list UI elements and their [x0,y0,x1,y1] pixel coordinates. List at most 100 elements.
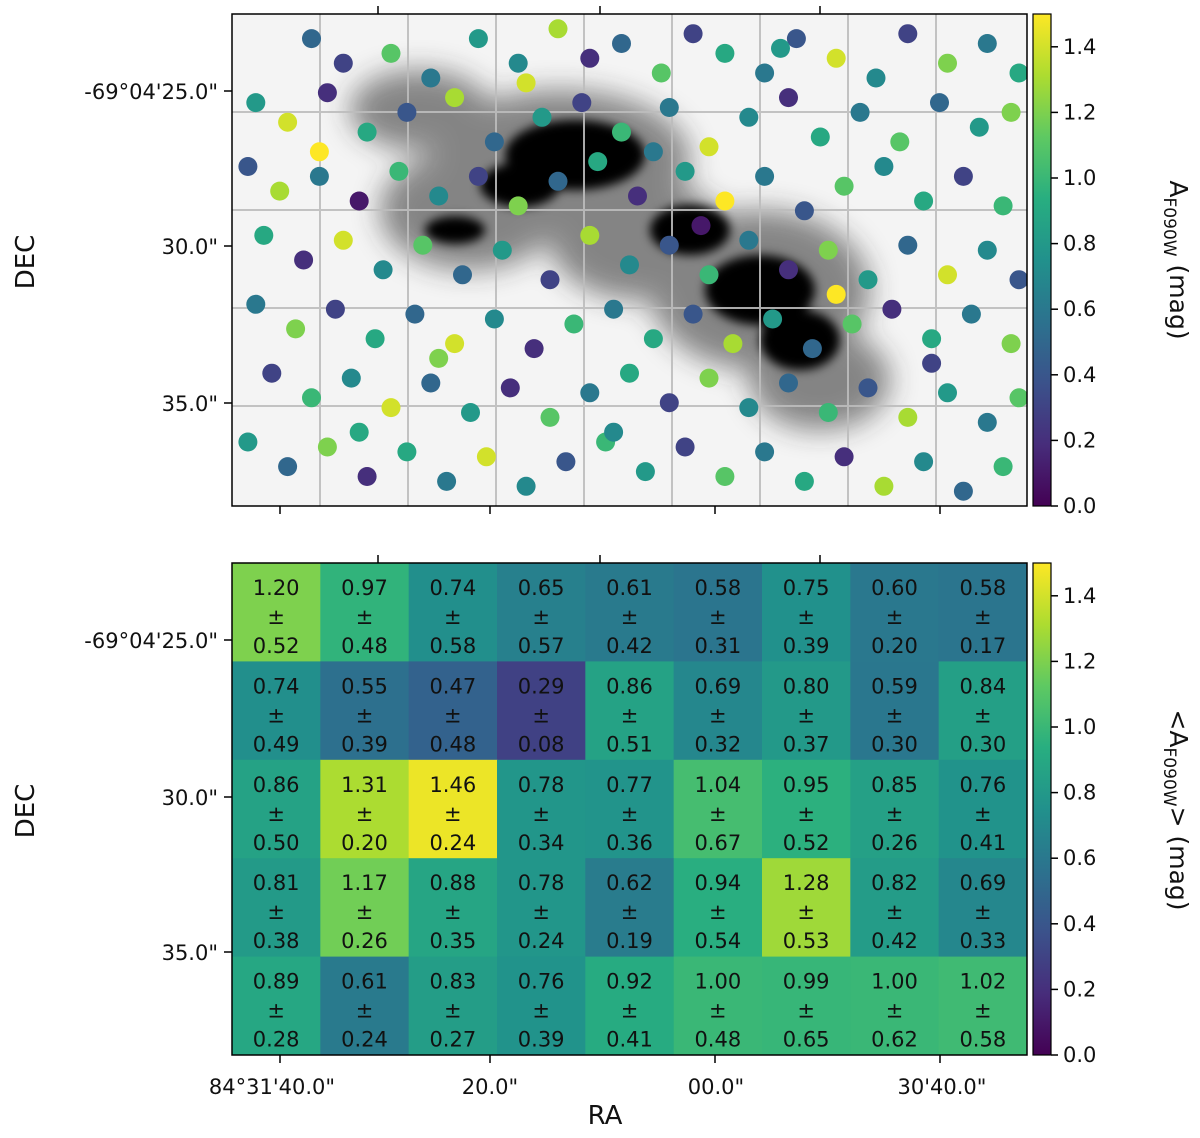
heatmap-cell-pm: ± [709,802,727,826]
heatmap-cell-value: 0.29 [518,674,565,698]
heatmap-cell-value: 0.59 [871,674,918,698]
scatter-point [810,127,830,147]
scatter-point [874,157,894,176]
heatmap-cell [232,759,321,859]
scatter-point [914,452,934,472]
scatter-point [445,88,465,108]
heatmap-cell-value: 1.00 [871,970,918,994]
heatmap-cell [762,563,851,662]
scatter-point [508,196,528,216]
heatmap-cell-error: 0.32 [694,732,741,756]
scatter-point [540,270,560,290]
bottom-colorbar-label-main: <A [1164,709,1193,747]
scatter-point [802,339,822,359]
scatter-point [246,294,266,314]
scatter-point [675,161,695,181]
scatter-point [699,265,719,285]
heatmap-cell [673,858,763,958]
scatter-point [739,230,759,250]
scatter-point [254,225,274,245]
scatter-point [755,166,775,186]
heatmap-cell-error: 0.58 [429,634,476,658]
heatmap-cell-value: 0.95 [783,773,830,797]
bottom-x-ticks [279,555,941,1063]
heatmap-cell [850,956,940,1056]
heatmap-cell-error: 0.34 [518,831,565,855]
scatter-point [333,53,353,73]
heatmap-cell-value: 0.47 [429,674,476,698]
heatmap-cell [762,956,851,1056]
top-colorbar-label-tail: (mag) [1164,257,1193,340]
heatmap-cell [938,858,1028,958]
heatmap-cell [762,661,851,761]
scatter-point [238,432,258,452]
heatmap-cell-error: 0.51 [606,732,653,756]
scatter-point [755,442,775,462]
colorbar-tick-label: 1.2 [1063,649,1096,673]
scatter-point [309,142,329,162]
scatter-point [604,299,624,319]
scatter-point [572,93,592,113]
heatmap-cell-pm: ± [797,999,815,1023]
heatmap-cell-pm: ± [444,605,462,629]
heatmap-cell [408,563,498,662]
scatter-point [786,29,806,49]
scatter-point [548,171,568,191]
heatmap-cell-pm: ± [709,605,727,629]
bottom-y-tick-label: -69°04'25.0" [84,629,218,653]
scatter-point [612,122,631,142]
heatmap-cell-value: 0.92 [606,970,653,994]
scatter-point [1009,388,1027,408]
scatter-point [1001,334,1021,354]
scatter-point [476,447,496,467]
scatter-point [993,457,1013,477]
colorbar-tick-label: 1.4 [1063,584,1096,608]
scatter-point [246,93,266,113]
colorbar-tick-label: 0.6 [1063,297,1096,321]
scatter-point [826,48,846,68]
top-y-tick-label: 30.0" [162,235,218,259]
heatmap-cell-error: 0.42 [606,634,653,658]
heatmap-cell-value: 0.60 [871,576,918,600]
colorbar-tick-label: 0.0 [1063,1043,1096,1067]
scatter-point [643,142,663,162]
scatter-point [882,299,902,319]
scatter-point [635,462,655,482]
scatter-point [413,235,433,255]
heatmap-cell-pm: ± [797,900,815,924]
scatter-point [930,93,949,113]
heatmap-cell-value: 0.65 [518,576,565,600]
heatmap-cell-value: 0.78 [518,871,565,895]
scatter-point [278,112,298,132]
heatmap-cell-pm: ± [267,802,285,826]
scatter-point [445,334,465,354]
scatter-point [302,29,321,49]
scatter-point [349,191,369,211]
scatter-point [270,181,290,201]
heatmap-cell-error: 0.65 [783,1028,830,1052]
heatmap-cell-error: 0.20 [341,831,388,855]
scatter-point [977,34,997,53]
heatmap-cell-pm: ± [532,999,550,1023]
heatmap-cell-pm: ± [444,703,462,727]
bottom-y-axis-label: DEC [11,784,41,839]
heatmap-cell-error: 0.37 [783,732,830,756]
heatmap-cell-value: 0.61 [606,576,653,600]
top-panel: -69°04'25.0" 30.0" 35.0" DEC 0.00.20.40.… [11,6,1193,518]
scatter-point [580,225,600,245]
heatmap-cell-error: 0.48 [341,634,388,658]
colorbar-tick-label: 1.4 [1063,35,1096,59]
top-plot-frame [231,13,1028,507]
colorbar-tick-label: 1.0 [1063,166,1096,190]
top-colorbar-label-main: A [1164,180,1193,197]
heatmap-cell [232,563,321,662]
scatter-point [938,383,957,403]
scatter-point [858,270,878,290]
scatter-point [294,250,314,270]
heatmap-cell-value: 0.58 [959,576,1006,600]
heatmap-cell-value: 1.31 [341,773,388,797]
scatter-point [969,117,989,137]
scatter-point [341,368,361,388]
scatter-point [755,63,775,83]
